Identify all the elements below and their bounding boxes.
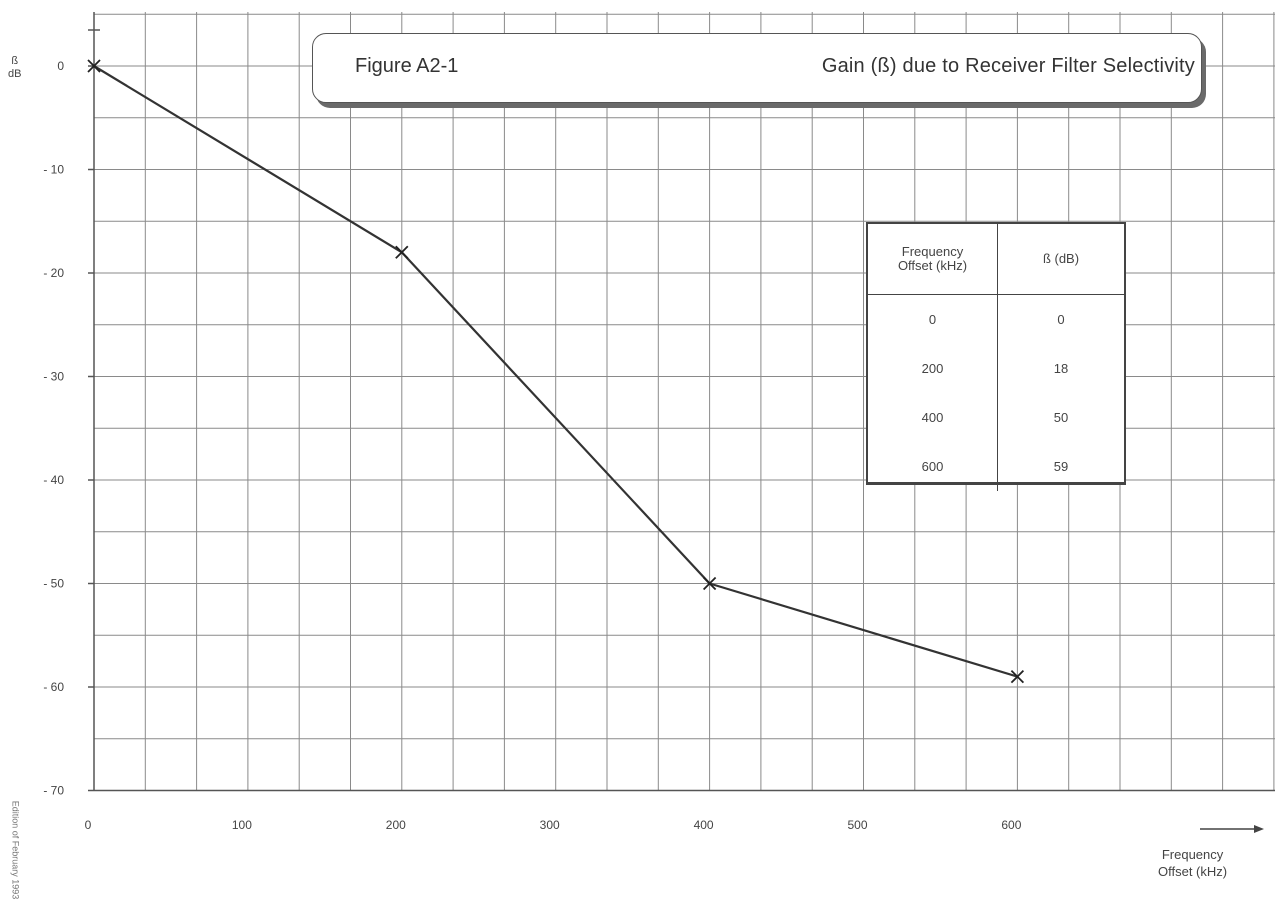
y-axis-title-unit: dB xyxy=(8,68,22,80)
x-tick-label: 500 xyxy=(847,818,867,832)
data-point-marker xyxy=(702,576,717,591)
y-tick-label: - 50 xyxy=(43,577,64,591)
table-header-offset-line2: Offset (kHz) xyxy=(897,258,968,273)
table-cell-beta: 59 xyxy=(1053,459,1069,474)
marker-stroke xyxy=(395,245,409,259)
table-cell-offset: 0 xyxy=(868,294,998,344)
chart-tick-labels: 0 - 10 - 20 - 30 - 40 - 50 - 60 - 70 0 100 200 300 4… xyxy=(43,59,1021,832)
x-axis-title-line2: Offset (kHz) xyxy=(1158,864,1228,879)
y-tick-label: - 10 xyxy=(43,163,64,177)
x-axis-arrow xyxy=(1200,825,1264,833)
y-tick-label: 0 xyxy=(57,59,64,73)
table-row: 200 18 xyxy=(868,344,1124,393)
table-header-offset: Frequency Offset (kHz) xyxy=(868,224,998,295)
x-tick-label: 200 xyxy=(386,818,406,832)
figure-title: Gain (ß) due to Receiver Filter Selectiv… xyxy=(821,55,1195,77)
table-cell-beta: 50 xyxy=(1053,410,1069,425)
y-tick-label: - 20 xyxy=(43,266,64,280)
x-tick-label: 400 xyxy=(694,818,714,832)
table-cell-beta: 18 xyxy=(1053,361,1069,376)
x-tick-label: 600 xyxy=(1001,818,1021,832)
chart-axes xyxy=(88,12,1275,792)
table-header-row: Frequency Offset (kHz) ß (dB) xyxy=(868,224,1124,295)
figure-label: Figure A2-1 xyxy=(355,55,459,77)
table-header-offset-line1: Frequency xyxy=(901,244,964,259)
data-table: Frequency Offset (kHz) ß (dB) 0 0 200 18… xyxy=(866,222,1126,491)
chart-series xyxy=(87,59,1025,684)
y-tick-label: - 30 xyxy=(43,370,64,384)
x-tick-label: 100 xyxy=(232,818,252,832)
x-axis-title-line1: Frequency xyxy=(1161,847,1224,862)
x-axis-title: Frequency Offset (kHz) xyxy=(1158,846,1227,880)
marker-stroke xyxy=(87,59,101,73)
x-tick-label: 0 xyxy=(85,818,92,832)
marker-stroke xyxy=(702,576,717,591)
data-point-marker xyxy=(395,245,409,259)
x-tick-label: 300 xyxy=(540,818,560,832)
y-axis-title-symbol: ß xyxy=(11,55,19,67)
side-note: Edition of February 1993 xyxy=(10,800,21,900)
y-tick-label: - 60 xyxy=(43,680,64,694)
marker-stroke xyxy=(1010,670,1025,684)
arrow-head xyxy=(1254,825,1264,833)
y-tick-label: - 70 xyxy=(43,784,64,798)
data-point-marker xyxy=(1010,670,1025,684)
table-row: 600 59 xyxy=(868,442,1124,491)
y-axis-title: ß dB xyxy=(8,55,21,81)
data-point-marker xyxy=(87,59,101,73)
table-header-beta: ß (dB) xyxy=(997,224,1124,295)
table-row: 400 50 xyxy=(868,393,1124,442)
figure-title-box: Figure A2-1 Gain (ß) due to Receiver Fil… xyxy=(312,33,1202,103)
table-row: 0 0 xyxy=(868,294,1124,344)
series-line xyxy=(93,65,1018,678)
table-cell-beta: 0 xyxy=(1057,312,1065,327)
table-cell-offset: 200 xyxy=(868,344,998,393)
table-cell-offset: 600 xyxy=(868,442,998,491)
y-tick-label: - 40 xyxy=(43,473,64,487)
table-cell-offset: 400 xyxy=(868,393,998,442)
